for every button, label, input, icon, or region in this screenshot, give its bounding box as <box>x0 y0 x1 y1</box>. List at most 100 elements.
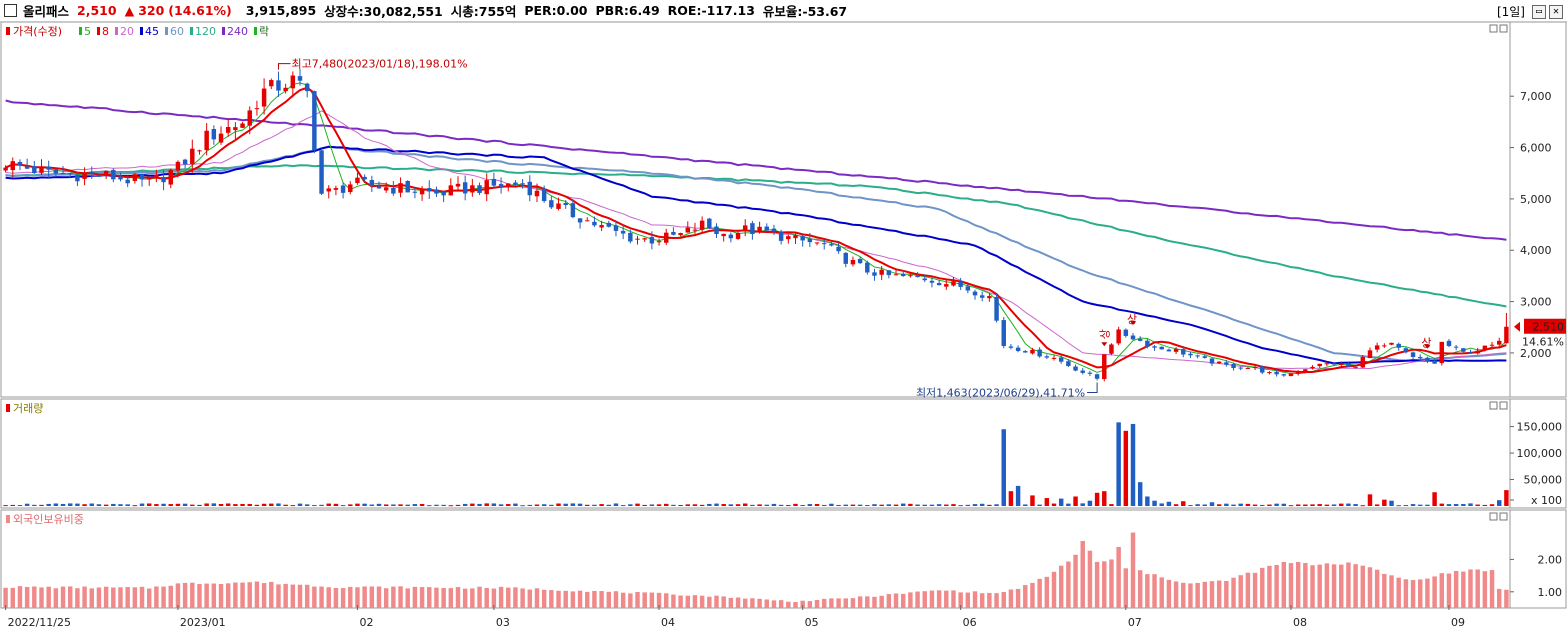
volume-bar <box>1281 503 1287 506</box>
foreign-bar <box>1453 570 1459 608</box>
foreign-bar <box>304 584 310 608</box>
foreign-bar <box>599 591 604 608</box>
candle-body <box>678 233 683 236</box>
stock-name[interactable]: 올리패스 <box>23 4 70 19</box>
foreign-bar <box>1015 588 1021 608</box>
foreign-bar <box>82 586 87 608</box>
panel-price-maximize-icon[interactable] <box>1489 24 1498 33</box>
foreign-bar <box>1044 576 1050 608</box>
volume-bar <box>570 503 576 506</box>
candle <box>276 71 281 97</box>
candle <box>1331 362 1337 367</box>
foreign-bar <box>477 586 482 608</box>
price-legend: 가격(수정) 5 8 20 45 60 120 240 락 <box>6 25 269 38</box>
last-price-pointer-icon <box>1514 321 1520 332</box>
foreign-bar <box>175 583 181 608</box>
candle-body <box>225 126 231 133</box>
volume-bar <box>168 504 173 506</box>
foreign-bar <box>628 593 633 608</box>
volume-bar <box>355 503 360 506</box>
candle-body <box>240 123 245 128</box>
candle <box>656 238 662 246</box>
volume-bar <box>678 504 683 506</box>
foreign-bar <box>1504 589 1509 608</box>
foreign-bar <box>814 599 820 608</box>
candle <box>836 242 841 254</box>
candle-body <box>491 178 497 186</box>
candle-body <box>865 262 870 273</box>
volume-bar <box>1245 503 1251 506</box>
volume-bar <box>944 504 949 506</box>
candle <box>664 228 669 245</box>
foreign-bar <box>1037 578 1042 608</box>
foreign-bar <box>987 592 992 608</box>
volume-bar <box>1252 504 1258 506</box>
foreign-bar <box>1195 582 1200 608</box>
candle-body <box>1216 361 1222 364</box>
minimize-button[interactable]: ▭ <box>1532 4 1546 19</box>
foreign-bar <box>419 587 425 608</box>
candle-body <box>168 170 173 185</box>
candle <box>857 256 863 265</box>
foreign-bar <box>900 593 906 608</box>
volume-bar <box>1037 504 1042 506</box>
candle <box>1238 366 1243 371</box>
foreign-bar <box>577 590 583 608</box>
candle <box>577 218 583 229</box>
candle-body <box>778 232 784 241</box>
candle-body <box>1044 356 1050 358</box>
volume-bar <box>750 504 755 506</box>
volume-bar <box>908 503 913 506</box>
candle <box>1418 354 1423 362</box>
candle <box>340 182 346 199</box>
foreign-bar <box>24 586 30 608</box>
foreign-bar <box>333 587 339 608</box>
panel-fx-maximize-icon[interactable] <box>1489 512 1498 521</box>
last-price-box <box>1524 318 1566 334</box>
panel-price-close-icon[interactable] <box>1499 24 1508 33</box>
foreign-bar <box>664 593 669 608</box>
candle-body <box>1403 348 1409 353</box>
volume-bar <box>1181 501 1186 506</box>
candle-body <box>1037 349 1042 357</box>
ma8-line <box>5 86 1507 373</box>
foreign-bar <box>1152 574 1157 608</box>
candle <box>154 169 159 183</box>
volume-y-tick-label: 150,000 <box>1517 421 1563 434</box>
panel-vol-maximize-icon[interactable] <box>1489 401 1498 410</box>
candle-body <box>1030 349 1035 354</box>
volume-bar <box>96 504 102 506</box>
volume-y-tick-label: 50,000 <box>1524 474 1563 487</box>
legend-ma45-label: 45 <box>145 25 159 38</box>
volume-bar <box>1102 491 1107 506</box>
volume-bar <box>1051 503 1057 506</box>
volume-bar <box>1367 494 1373 506</box>
candle-body <box>498 184 504 187</box>
foreign-bar <box>1260 567 1265 608</box>
candle <box>17 159 23 171</box>
foreign-bar <box>412 586 418 608</box>
period-selector[interactable]: [1일] <box>1496 5 1525 19</box>
price-y-tick-label: 3,000 <box>1520 296 1552 309</box>
candle <box>1030 347 1035 355</box>
volume-bar <box>915 504 920 506</box>
candle <box>879 265 884 280</box>
volume-value: 3,915,895 <box>245 3 317 18</box>
stock-chart[interactable]: 가격(수정) 5 8 20 45 60 120 240 락 7,000 6,000 5,000 4,00… <box>0 22 1567 630</box>
candle <box>1008 344 1014 350</box>
candle-body <box>1123 329 1129 336</box>
volume-bar <box>1374 504 1380 506</box>
panel-vol-close-icon[interactable] <box>1499 401 1508 410</box>
candle <box>678 232 683 237</box>
candle-body <box>951 281 956 286</box>
candle-body <box>419 190 425 195</box>
panel-fx-close-icon[interactable] <box>1499 512 1508 521</box>
volume-bar <box>427 505 432 507</box>
candle <box>1137 336 1143 342</box>
candle <box>1130 332 1136 341</box>
volume-bar <box>936 504 942 506</box>
volume-bar <box>721 504 726 506</box>
candle-body <box>1260 366 1265 373</box>
select-checkbox[interactable] <box>4 4 17 17</box>
close-button[interactable]: ✕ <box>1549 4 1563 19</box>
